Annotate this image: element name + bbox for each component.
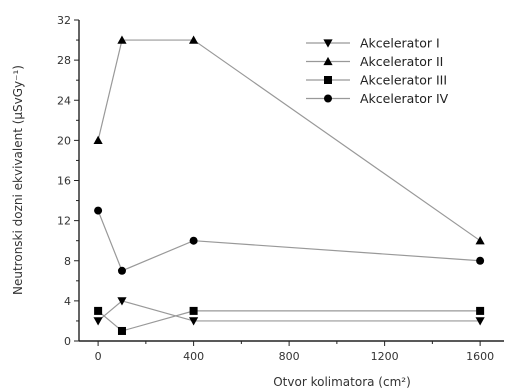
data-point-series-1: [189, 317, 199, 326]
data-point-series-2: [189, 35, 199, 44]
legend: Akcelerator I Akcelerator II Akcelerator I…: [306, 36, 449, 106]
y-tick-label: 0: [64, 335, 71, 348]
legend-label-1: Akcelerator I: [360, 36, 440, 51]
data-point-series-3: [117, 326, 126, 335]
data-point-series-3: [94, 306, 103, 315]
data-point-series-3: [476, 306, 485, 315]
legend-label-2: Akcelerator II: [360, 54, 443, 69]
legend-marker-3: [324, 76, 332, 84]
legend-label-3: Akcelerator III: [360, 73, 447, 88]
data-point-series-4: [94, 206, 103, 215]
legend-marker-4: [324, 94, 332, 103]
series-line-3: [97, 310, 481, 332]
data-point-series-3: [189, 306, 198, 315]
legend-marker-1: [323, 39, 333, 48]
x-tick-label: 0: [95, 350, 102, 363]
data-point-series-4: [476, 256, 485, 265]
y-axis-label: Neutronski dozni ekvivalent (µSvGy⁻¹): [11, 65, 25, 295]
legend-label-4: Akcelerator IV: [360, 91, 449, 106]
series-markers: [93, 35, 485, 335]
series-line-4: [97, 210, 481, 272]
data-point-series-1: [475, 317, 485, 326]
data-point-series-1: [117, 297, 127, 306]
x-tick-label: 800: [279, 350, 300, 363]
series-line-2: [97, 39, 481, 242]
y-tick-label: 8: [64, 255, 71, 268]
y-tick-label: 24: [57, 94, 71, 107]
data-point-series-2: [117, 35, 127, 44]
y-tick-label: 28: [57, 54, 71, 67]
data-point-series-2: [475, 236, 485, 245]
y-tick-label: 32: [57, 14, 71, 27]
y-tick-label: 20: [57, 134, 71, 147]
data-point-series-4: [117, 266, 126, 275]
x-tick-label: 400: [183, 350, 204, 363]
data-point-series-4: [189, 236, 198, 245]
series-lines: [97, 39, 481, 332]
data-point-series-2: [93, 135, 103, 145]
y-tick-label: 4: [64, 295, 71, 308]
legend-marker-2: [323, 56, 333, 66]
x-tick-label: 1200: [371, 350, 399, 363]
y-tick-label: 16: [57, 175, 71, 188]
data-point-series-1: [93, 317, 103, 326]
x-axis-label: Otvor kolimatora (cm²): [273, 375, 411, 389]
series-line-1: [97, 300, 481, 322]
x-tick-label: 1600: [466, 350, 494, 363]
ticks: 0 4 8 12 16 20 24 28 32 0 400 800 1200 1600: [57, 14, 494, 363]
y-tick-label: 12: [57, 215, 71, 228]
